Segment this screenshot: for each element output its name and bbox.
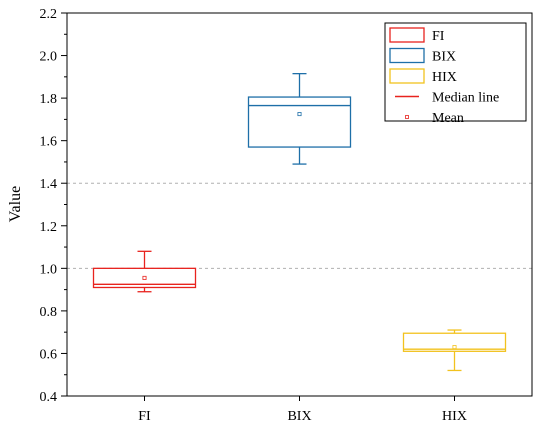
legend-label: Median line: [432, 91, 499, 106]
legend-swatch-bix: [389, 47, 425, 64]
y-tick-label: 1.6: [40, 135, 58, 150]
mean-marker: [297, 112, 302, 117]
x-axis: FI BIX HIX: [138, 396, 467, 424]
y-axis-label: Value: [7, 186, 24, 222]
mean-marker: [452, 345, 457, 350]
box-bix: [247, 72, 352, 165]
y-tick-label: 1.0: [40, 262, 58, 277]
x-tick-label: FI: [138, 409, 151, 424]
y-axis: 0.4 0.6 0.8 1.0 1.2 1.4 1.6 1.8 2.0 2.2: [40, 7, 67, 405]
legend-label: FI: [432, 29, 445, 44]
y-tick-label: 2.0: [40, 50, 58, 65]
y-tick-label: 1.2: [40, 220, 58, 235]
y-tick-label: 1.8: [40, 92, 58, 107]
legend-frame: [384, 22, 527, 122]
box-fi: [92, 250, 197, 293]
box-body: [247, 96, 352, 148]
y-tick-label: 0.4: [40, 390, 58, 405]
box-body: [92, 267, 197, 289]
y-tick-label: 0.6: [40, 347, 58, 362]
legend-swatch-hix: [389, 68, 425, 84]
box-hix: [402, 329, 507, 372]
mean-marker: [142, 275, 147, 280]
legend: FI BIX HIX Median line Mean: [384, 22, 527, 126]
legend-label: BIX: [432, 50, 456, 65]
legend-label: Mean: [432, 111, 464, 126]
x-tick-label: BIX: [287, 409, 311, 424]
legend-mean-swatch: [405, 115, 409, 119]
y-tick-label: 2.2: [40, 7, 58, 22]
x-tick-label: HIX: [442, 409, 467, 424]
boxes: [92, 72, 507, 372]
legend-label: HIX: [432, 70, 457, 85]
y-tick-label: 1.4: [40, 177, 58, 192]
legend-swatch-fi: [389, 27, 425, 43]
y-tick-label: 0.8: [40, 305, 58, 320]
box-body: [402, 332, 507, 352]
